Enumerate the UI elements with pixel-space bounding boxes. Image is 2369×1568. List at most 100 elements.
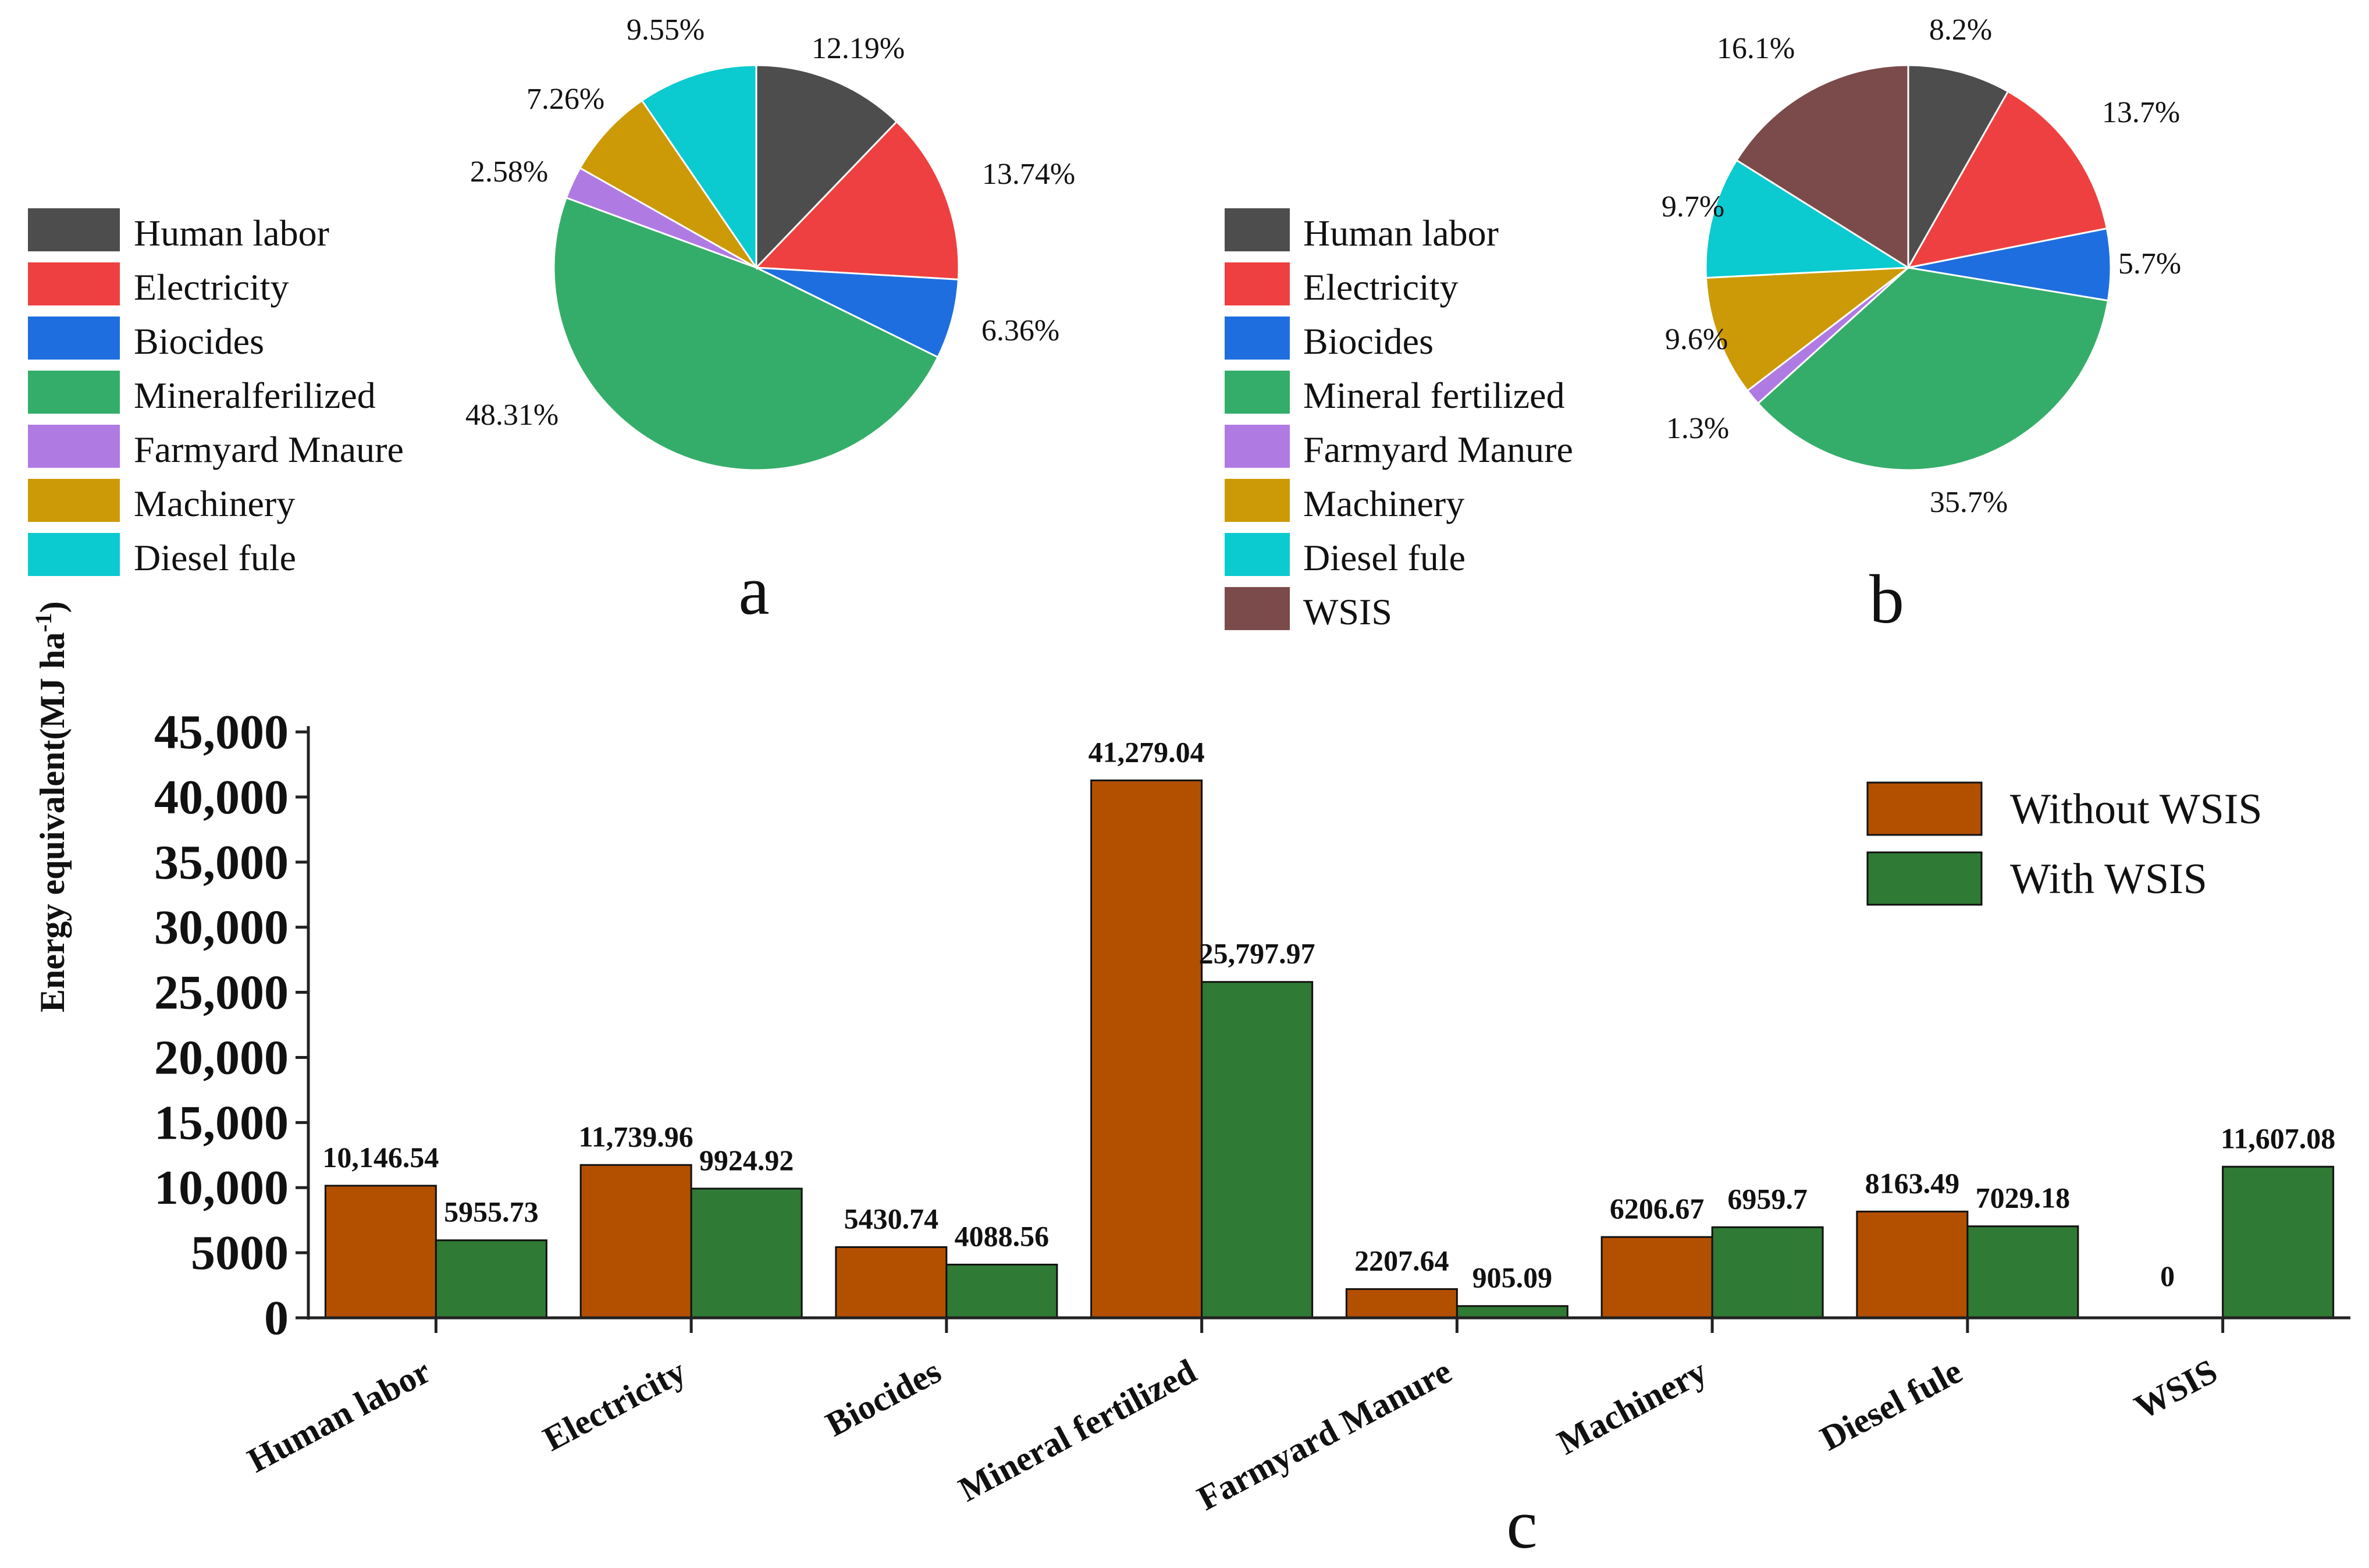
y-tick-label: 15,000 [154, 1096, 289, 1150]
bar-legend-swatch-without-wsis [1866, 781, 1983, 836]
pie-b-slice-label-biocides: 5.7% [2118, 247, 2181, 280]
pie-a-slice-label-farmyard-mnaure: 2.58% [470, 155, 548, 189]
pie-a-slice-machinery [579, 99, 757, 269]
pie-a-slice-label-machinery: 7.26% [527, 83, 604, 116]
bar-label-with-wsis-electricity: 9924.92 [699, 1144, 794, 1176]
pie-a-slice-labels: 12.19% 13.74% 6.36% 48.31% 2.58% 7.26% 9.55% [465, 13, 1075, 432]
pie-b-legend-label-biocides: Biocides [1303, 321, 1434, 362]
bar-label-with-wsis-diesel-fule: 7029.18 [1976, 1182, 2071, 1214]
bar-without-wsis-mineral-fertilized [1090, 779, 1203, 1319]
pie-a-slice-label-mineralferilized: 48.31% [465, 399, 559, 432]
bar-label-with-wsis-human-labor: 5955.73 [444, 1196, 539, 1228]
bar-label-with-wsis-farmyard-manure: 905.09 [1472, 1261, 1553, 1294]
pie-a-legend-swatch-biocides [28, 317, 120, 360]
pie-b-legend: Human labor Electricity Biocides Mineral fe… [1225, 208, 1573, 632]
bar-with-wsis-farmyard-manure [1456, 1305, 1568, 1319]
bar-label-without-wsis-human-labor: 10,146.54 [322, 1141, 439, 1174]
pie-b-slice-label-machinery: 9.6% [1665, 323, 1728, 356]
pie-b-slice-label-wsis: 16.1% [1717, 32, 1795, 65]
bar-with-wsis-diesel-fule [1966, 1225, 2079, 1319]
bar-with-wsis-wsis [2222, 1165, 2335, 1319]
y-tick-label: 5000 [191, 1226, 289, 1280]
bar-label-without-wsis-biocides: 5430.74 [844, 1202, 939, 1235]
bar-label-with-wsis-mineral-fertilized: 25,797.97 [1199, 937, 1315, 970]
pie-a-slice-label-electricity: 13.74% [982, 158, 1075, 191]
pie-b-slice-electricity [1906, 90, 2108, 269]
bar-label-with-wsis-wsis: 11,607.08 [2221, 1122, 2335, 1154]
pie-b-legend-label-wsis: WSIS [1303, 591, 1392, 632]
pie-b-legend-swatch-wsis [1225, 587, 1290, 630]
pie-b-slice-label-electricity: 13.7% [2102, 96, 2180, 129]
bar-label-with-wsis-machinery: 6959.7 [1727, 1182, 1808, 1215]
bar-without-wsis-biocides [835, 1246, 948, 1319]
pie-b-legend-swatch-biocides [1225, 317, 1290, 360]
pie-b-slice-label-diesel-fule: 9.7% [1662, 190, 1724, 223]
pie-b-legend-label-diesel-fule: Diesel fule [1303, 537, 1465, 578]
panel-letter-a: a [738, 552, 769, 629]
y-tick-label: 25,000 [154, 966, 289, 1020]
bar-label-with-wsis-biocides: 4088.56 [955, 1220, 1050, 1253]
pie-b-legend-swatch-diesel-fule [1225, 533, 1290, 576]
pie-b-legend-swatch-electricity [1225, 262, 1290, 305]
pie-b-slice-label-mineral-fertilized: 35.7% [1930, 486, 2008, 519]
pie-b-slices [1705, 64, 2112, 471]
y-tick-label: 0 [264, 1291, 289, 1345]
pie-a-legend-swatch-farmyard-mnaure [28, 425, 120, 468]
y-axis-label: Energy equivalent(MJ ha-1) [30, 601, 72, 1012]
pie-a-legend-label-farmyard-mnaure: Farmyard Mnaure [134, 429, 404, 470]
y-tick-label: 20,000 [154, 1030, 289, 1085]
pie-a-legend-label-mineralferilized: Mineralferilized [134, 375, 376, 416]
pie-chart-a: Human labor Electricity Biocides Mineralfer… [28, 13, 1075, 629]
pie-b-legend-label-machinery: Machinery [1303, 483, 1464, 524]
pie-b-slice-machinery [1705, 266, 1911, 392]
pie-b-legend-swatch-mineral-fertilized [1225, 371, 1290, 414]
y-tick-label: 35,000 [154, 835, 289, 890]
panel-letter-c: c [1506, 1485, 1537, 1563]
x-tick-label-human-labor: Human labor [241, 1352, 437, 1480]
pie-b-slice-human-labor [1907, 64, 2009, 271]
pie-a-legend-swatch-diesel-fule [28, 533, 120, 576]
y-axis-label-text: Energy equivalent(MJ ha [33, 632, 72, 1012]
pie-b-legend-swatch-farmyard-manure [1225, 425, 1290, 468]
bar-label-without-wsis-mineral-fertilized: 41,279.04 [1089, 735, 1205, 768]
pie-a-legend: Human labor Electricity Biocides Mineralfer… [28, 208, 404, 578]
pie-a-slices [553, 64, 960, 471]
x-tick-label-diesel-fule: Diesel fule [1814, 1352, 1968, 1458]
pie-b-slice-label-human-labor: 8.2% [1929, 13, 1992, 47]
pie-chart-b: Human labor Electricity Biocides Mineral fe… [1225, 13, 2181, 638]
bar-label-without-wsis-machinery: 6206.67 [1610, 1192, 1705, 1225]
bar-legend-label-with-wsis: With WSIS [2010, 855, 2207, 903]
y-axis-label-suffix: ) [33, 601, 72, 613]
bar-without-wsis-machinery [1600, 1236, 1713, 1319]
x-tick-label-wsis: WSIS [2128, 1352, 2224, 1427]
bar-with-wsis-electricity [690, 1187, 803, 1319]
pie-a-legend-label-electricity: Electricity [134, 266, 289, 308]
bar-legend: Without WSIS With WSIS [1866, 781, 2263, 906]
y-tick-label: 10,000 [154, 1161, 289, 1215]
bar-without-wsis-human-labor [324, 1185, 437, 1319]
pie-b-slice-diesel-fule [1705, 159, 1911, 279]
bar-with-wsis-biocides [945, 1264, 1058, 1319]
pie-b-legend-swatch-human-labor [1225, 208, 1290, 251]
pie-a-legend-label-biocides: Biocides [134, 321, 264, 362]
bar-with-wsis-mineral-fertilized [1201, 981, 1314, 1319]
pie-b-slice-mineral-fertilized [1756, 266, 2110, 471]
y-tick-label: 45,000 [154, 705, 289, 759]
y-tick-label: 40,000 [154, 770, 289, 824]
bar-without-wsis-diesel-fule [1856, 1210, 1969, 1319]
pie-a-legend-swatch-human-labor [28, 208, 120, 251]
pie-a-legend-label-machinery: Machinery [134, 483, 295, 524]
bar-label-without-wsis-electricity: 11,739.96 [579, 1120, 693, 1153]
x-axis-ticks: Human labor Electricity Biocides Mineral fe… [241, 1318, 2225, 1518]
pie-b-legend-swatch-machinery [1225, 479, 1290, 522]
y-axis-ticks: 0 5000 10,000 15,000 20,000 25,000 30,000 35,00… [154, 705, 308, 1345]
y-tick-label: 30,000 [154, 901, 289, 955]
pie-b-legend-label-electricity: Electricity [1303, 266, 1459, 308]
pie-a-legend-label-diesel-fule: Diesel fule [134, 537, 296, 578]
pie-a-slice-electricity [754, 120, 960, 280]
bar-chart-c: Energy equivalent(MJ ha-1) 0 5000 10,000 15… [30, 601, 2350, 1563]
pie-b-legend-label-farmyard-manure: Farmyard Manure [1303, 429, 1573, 470]
pie-b-slice-labels: 8.2% 13.7% 5.7% 35.7% 1.3% 9.6% 9.7% 16.1% [1662, 13, 2181, 519]
